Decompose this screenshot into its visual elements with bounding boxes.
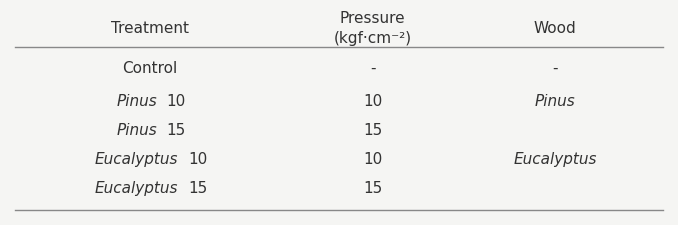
Text: Pinus: Pinus	[117, 123, 158, 138]
Text: Pressure
(kgf·cm⁻²): Pressure (kgf·cm⁻²)	[334, 11, 412, 45]
Text: -: -	[370, 61, 376, 76]
Text: 10: 10	[363, 152, 382, 167]
Text: Wood: Wood	[534, 20, 576, 36]
Text: Eucalyptus: Eucalyptus	[95, 152, 178, 167]
Text: 10: 10	[166, 94, 185, 109]
Text: Eucalyptus: Eucalyptus	[513, 152, 597, 167]
Text: 15: 15	[188, 181, 207, 196]
Text: 15: 15	[363, 181, 382, 196]
Text: 15: 15	[363, 123, 382, 138]
Text: -: -	[553, 61, 558, 76]
Text: Treatment: Treatment	[111, 20, 189, 36]
Text: Control: Control	[122, 61, 178, 76]
Text: 10: 10	[188, 152, 207, 167]
Text: 10: 10	[363, 94, 382, 109]
Text: Pinus: Pinus	[117, 94, 158, 109]
Text: Pinus: Pinus	[535, 94, 576, 109]
Text: Eucalyptus: Eucalyptus	[95, 181, 178, 196]
Text: 15: 15	[166, 123, 185, 138]
